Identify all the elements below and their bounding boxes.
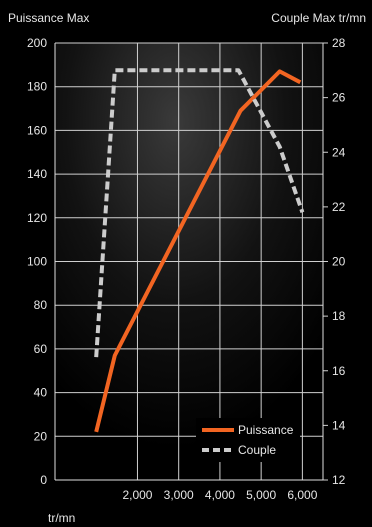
- y-left-tick-label: 40: [34, 386, 48, 400]
- y-left-tick-label: 200: [27, 36, 47, 50]
- x-tick-label: 6,000: [287, 488, 317, 502]
- y-right-tick-label: 12: [332, 473, 346, 487]
- grid-lines: [55, 42, 323, 480]
- x-axis-title: tr/mn: [48, 511, 75, 525]
- x-tick-label: 5,000: [246, 488, 276, 502]
- y-left-tick-label: 20: [34, 429, 48, 443]
- legend-label-puissance: Puissance: [238, 423, 294, 437]
- right-axis-title: Couple Max tr/mn: [271, 11, 366, 25]
- y-left-tick-label: 100: [27, 255, 47, 269]
- series-line-couple: [94, 68, 305, 358]
- y-left-tick-label: 180: [27, 80, 47, 94]
- x-tick-label: 2,000: [122, 488, 152, 502]
- y-right-tick-label: 26: [332, 91, 346, 105]
- y-left-tick-label: 0: [40, 473, 47, 487]
- series-line-puissance: [94, 69, 302, 433]
- legend-box: [196, 418, 300, 462]
- series-lines: [94, 68, 305, 433]
- y-left-tick-label: 160: [27, 123, 47, 137]
- legend-label-couple: Couple: [238, 443, 276, 457]
- y-left-tick-label: 80: [34, 298, 48, 312]
- axes: [54, 42, 328, 481]
- y-left-tick-label: 140: [27, 167, 47, 181]
- left-axis-title: Puissance Max: [8, 11, 89, 25]
- x-tick-label: 4,000: [205, 488, 235, 502]
- y-right-tick-label: 14: [332, 418, 346, 432]
- tick-labels: 0 20 40 60 80 100 120 140 160 180 200 2,000 3,000 4,0…: [27, 36, 346, 502]
- y-right-tick-label: 24: [332, 145, 346, 159]
- y-right-tick-label: 16: [332, 364, 346, 378]
- y-right-tick-label: 22: [332, 200, 346, 214]
- legend: Puissance Couple: [196, 418, 300, 462]
- y-right-tick-label: 18: [332, 309, 346, 323]
- y-right-tick-label: 20: [332, 255, 346, 269]
- y-right-tick-label: 28: [332, 36, 346, 50]
- y-left-tick-label: 60: [34, 342, 48, 356]
- y-left-tick-label: 120: [27, 211, 47, 225]
- x-tick-label: 3,000: [164, 488, 194, 502]
